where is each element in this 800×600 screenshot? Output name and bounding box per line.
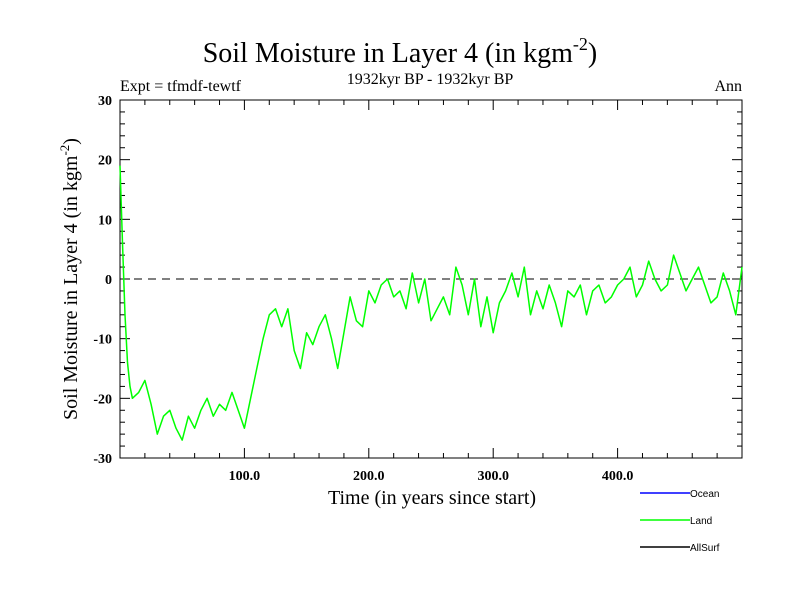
axis-tick-labels: 100.0 200.0 300.0 400.0 -30 -20 -10 0 10 20 30 [93, 94, 633, 484]
y-axis-label-superscript: -2 [57, 145, 72, 156]
season-label: Ann [714, 78, 742, 95]
y-tick-label: -30 [93, 452, 112, 467]
axis-ticks [120, 99, 742, 459]
x-tick-label: 200.0 [353, 469, 385, 484]
y-tick-label: 0 [105, 273, 112, 288]
y-tick-label: 30 [98, 94, 112, 109]
chart-title-suffix: ) [588, 38, 597, 69]
y-tick-label: -20 [93, 392, 112, 407]
y-tick-label: -10 [93, 333, 112, 348]
legend-label-land: Land [690, 516, 712, 527]
chart-title: Soil Moisture in Layer 4 (in kgm-2) [203, 34, 598, 69]
legend: Ocean Land AllSurf [640, 489, 720, 554]
y-axis-label-main: Soil Moisture in Layer 4 (in kgm [60, 155, 82, 420]
chart-subtitle: 1932kyr BP - 1932kyr BP [347, 71, 514, 88]
y-axis-label: Soil Moisture in Layer 4 (in kgm-2) [57, 138, 82, 420]
plot-area: 100.0 200.0 300.0 400.0 -30 -20 -10 0 10 20 30 [93, 94, 743, 484]
x-tick-label: 100.0 [229, 469, 261, 484]
x-tick-label: 300.0 [477, 469, 509, 484]
legend-label-ocean: Ocean [690, 489, 719, 500]
chart-title-main: Soil Moisture in Layer 4 (in kgm [203, 38, 573, 69]
series-land-line [119, 165, 743, 441]
expt-label: Expt = tfmdf-tewtf [120, 78, 242, 95]
chart-title-superscript: -2 [573, 34, 588, 54]
y-tick-label: 20 [98, 154, 112, 169]
y-tick-label: 10 [98, 213, 112, 228]
x-tick-label: 400.0 [602, 469, 634, 484]
legend-label-allsurf: AllSurf [690, 543, 720, 554]
y-axis-label-suffix: ) [60, 138, 82, 145]
x-axis-label: Time (in years since start) [328, 487, 536, 509]
